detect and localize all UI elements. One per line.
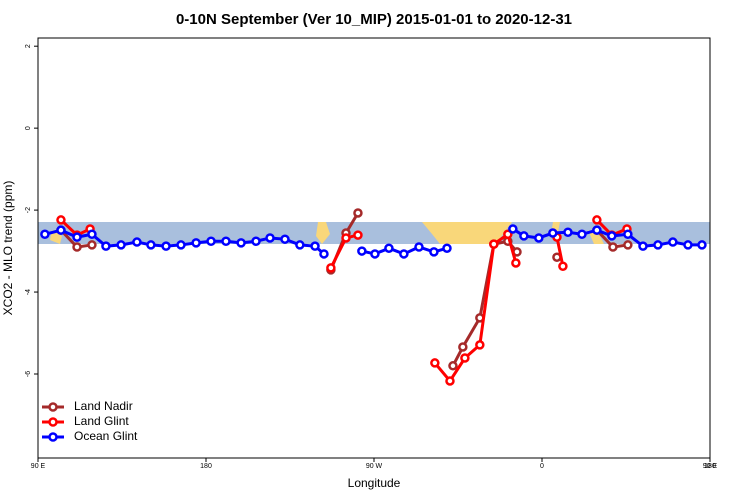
data-point	[623, 240, 633, 250]
data-point	[370, 249, 380, 259]
legend-marker	[48, 417, 58, 427]
x-tick-label: 180	[704, 463, 716, 470]
y-tick-label: -4	[25, 289, 32, 295]
x-tick-label: 180	[200, 463, 212, 470]
data-point	[429, 247, 439, 257]
data-point	[430, 358, 440, 368]
data-point	[607, 231, 617, 241]
data-point	[623, 229, 633, 240]
data-point	[384, 243, 394, 253]
legend-label: Ocean Glint	[74, 429, 138, 443]
data-point	[563, 227, 573, 237]
data-point	[442, 243, 452, 253]
x-axis-label: Longitude	[348, 476, 401, 490]
data-point	[460, 353, 470, 363]
data-point	[683, 240, 693, 250]
data-point	[558, 261, 568, 271]
data-point	[295, 240, 305, 250]
data-point	[310, 241, 320, 251]
data-point	[534, 233, 544, 243]
legend-marker	[48, 432, 58, 442]
data-point	[56, 225, 66, 235]
data-point	[326, 263, 336, 273]
x-tick-label: 0	[540, 463, 544, 470]
y-tick-label: -2	[25, 207, 32, 213]
data-point	[101, 241, 111, 251]
data-point	[414, 242, 424, 252]
data-point	[251, 236, 261, 246]
y-axis-label: XCO2 - MLO trend (ppm)	[1, 181, 15, 316]
data-point	[548, 228, 558, 238]
data-point	[489, 239, 499, 249]
data-point	[353, 230, 363, 240]
data-point	[357, 246, 367, 256]
data-point	[448, 361, 458, 371]
data-point	[72, 232, 82, 242]
data-point	[191, 238, 201, 248]
data-point	[638, 241, 648, 251]
legend-label: Land Glint	[74, 414, 129, 428]
data-point	[341, 233, 351, 243]
legend-marker	[48, 402, 58, 412]
legend-label: Land Nadir	[74, 399, 133, 413]
data-point	[72, 242, 82, 252]
data-point	[697, 240, 707, 250]
data-point	[577, 229, 587, 240]
data-point	[221, 236, 231, 246]
data-point	[445, 376, 455, 386]
data-point	[475, 340, 485, 350]
data-point	[40, 229, 50, 240]
data-point	[503, 229, 513, 240]
data-point	[399, 249, 409, 259]
y-tick-label: -6	[25, 371, 32, 377]
data-point	[353, 208, 363, 218]
data-point	[206, 236, 216, 246]
data-point	[319, 249, 329, 259]
data-point	[280, 234, 290, 244]
data-point	[236, 238, 246, 248]
y-tick-label: 0	[25, 126, 32, 130]
data-point	[668, 237, 678, 247]
data-point	[519, 231, 529, 241]
data-point	[653, 240, 663, 250]
data-point	[56, 215, 66, 225]
x-tick-label: 90 E	[703, 463, 718, 470]
data-point	[592, 225, 602, 235]
data-point	[161, 241, 171, 251]
x-tick-label: 90 W	[366, 463, 383, 470]
data-point	[265, 233, 275, 243]
data-point	[608, 242, 618, 252]
data-point	[176, 240, 186, 250]
y-tick-label: 2	[25, 44, 32, 48]
x-tick-label: 90 E	[31, 463, 46, 470]
data-point	[132, 237, 142, 247]
data-point	[508, 224, 518, 234]
data-point	[146, 240, 156, 250]
data-point	[458, 342, 468, 352]
data-point	[87, 229, 97, 240]
data-point	[592, 215, 602, 225]
data-point	[511, 258, 521, 268]
data-point	[116, 240, 126, 250]
data-point	[87, 240, 97, 250]
chart-title: 0-10N September (Ver 10_MIP) 2015-01-01 …	[176, 11, 572, 28]
